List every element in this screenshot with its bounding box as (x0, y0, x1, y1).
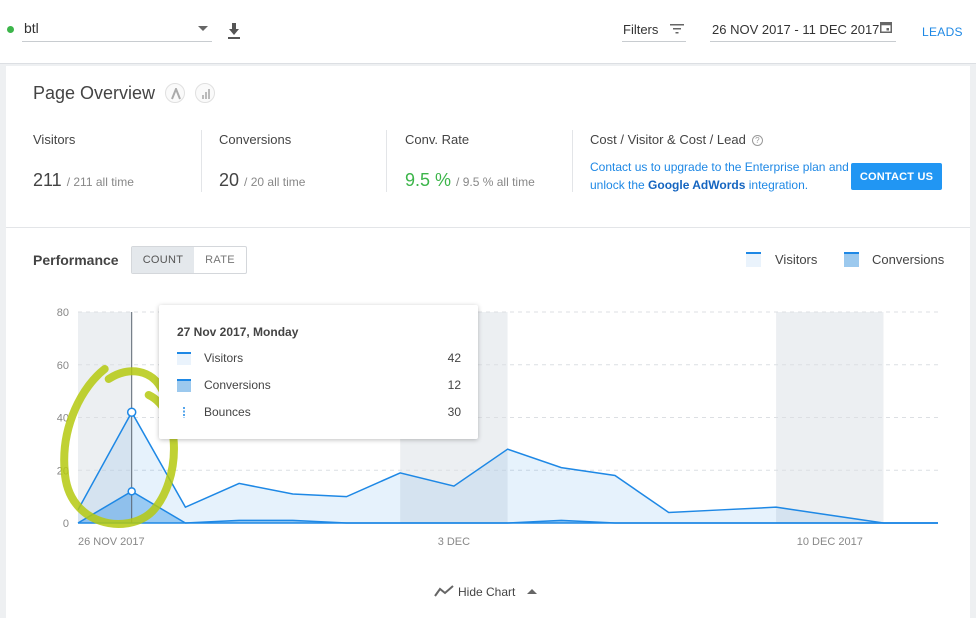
filters-button[interactable]: Filters (622, 16, 686, 42)
metric-conversions-label: Conversions (219, 132, 292, 147)
legend-visitors-swatch (746, 252, 761, 267)
tooltip-bounces-value: 30 (447, 405, 461, 419)
metric-conversions-value-row: 20 / 20 all time (219, 170, 305, 191)
section-divider (6, 227, 970, 228)
metric-visitors-value: 211 (33, 170, 62, 190)
tooltip-bounces-icon (183, 407, 185, 418)
chart-tooltip: 27 Nov 2017, Monday Visitors 42 Conversi… (159, 305, 478, 439)
metric-conv-rate-label: Conv. Rate (405, 132, 470, 147)
date-range-picker[interactable]: 26 NOV 2017 - 11 DEC 2017 (710, 16, 896, 42)
x-tick-label: 26 NOV 2017 (78, 536, 145, 548)
metric-conv-rate: Conv. Rate 9.5 % / 9.5 % all time (405, 132, 565, 190)
date-range-label: 26 NOV 2017 - 11 DEC 2017 (712, 22, 880, 37)
metric-visitors-sub: / 211 all time (66, 175, 134, 189)
tooltip-conversions-swatch (177, 379, 191, 392)
hide-chart-label: Hide Chart (458, 585, 516, 599)
toggle-count-button[interactable]: COUNT (132, 247, 194, 273)
legend-visitors-label[interactable]: Visitors (775, 252, 818, 267)
tooltip-bounces-label: Bounces (204, 405, 251, 419)
upgrade-message: Contact us to upgrade to the Enterprise … (590, 158, 850, 194)
tooltip-visitors-swatch (177, 352, 191, 365)
count-rate-toggle: COUNT RATE (131, 246, 247, 274)
metric-divider (386, 130, 387, 192)
metric-divider (572, 130, 573, 192)
download-icon[interactable] (226, 22, 242, 40)
legend-conversions-swatch (844, 252, 859, 267)
visitors-line (77, 410, 938, 524)
metric-conv-rate-value: 9.5 % (405, 170, 452, 190)
upgrade-text-bold: Google AdWords (648, 178, 746, 192)
caret-up-icon (527, 589, 537, 594)
contact-us-button[interactable]: CONTACT US (851, 163, 942, 190)
leads-link[interactable]: LEADS (922, 25, 963, 39)
x-tick-label: 3 DEC (438, 536, 470, 548)
analytics-icon[interactable] (195, 83, 215, 103)
metric-visitors-label: Visitors (33, 132, 76, 147)
y-tick-label: 80 (57, 307, 69, 319)
metric-conversions-sub: / 20 all time (244, 175, 306, 189)
visitors-highlight-point (126, 407, 137, 417)
filters-label: Filters (623, 22, 659, 37)
conversions-area (78, 491, 938, 523)
site-select-value: btl (24, 20, 39, 36)
metric-cost-label-row: Cost / Visitor & Cost / Lead? (590, 132, 850, 147)
metric-conversions: Conversions 20 / 20 all time (219, 132, 379, 190)
toggle-rate-button[interactable]: RATE (205, 254, 235, 266)
caret-down-icon (198, 26, 208, 31)
metric-cost: Cost / Visitor & Cost / Lead? Contact us… (590, 132, 850, 192)
tooltip-row-conversions: Conversions 12 (177, 378, 461, 394)
calendar-icon (880, 22, 892, 33)
tooltip-conversions-value: 12 (447, 378, 461, 392)
metric-conv-rate-sub: / 9.5 % all time (456, 175, 535, 189)
x-tick-label: 10 DEC 2017 (797, 536, 863, 548)
performance-title: Performance (33, 252, 119, 268)
tooltip-visitors-value: 42 (447, 351, 461, 365)
top-bar: btl Filters 26 NOV 2017 - 11 DEC 2017 LE… (0, 0, 976, 64)
adwords-icon[interactable] (165, 83, 185, 103)
tooltip-visitors-label: Visitors (204, 351, 244, 365)
metric-conversions-value: 20 (219, 170, 240, 190)
help-icon[interactable]: ? (751, 135, 763, 146)
metric-conv-rate-value-row: 9.5 % / 9.5 % all time (405, 170, 535, 191)
tooltip-row-visitors: Visitors 42 (177, 351, 461, 367)
site-status-dot (7, 26, 14, 33)
metric-visitors: Visitors 211 / 211 all time (33, 132, 193, 190)
page-overview-card: Page Overview Visitors 211 / 211 all tim… (6, 66, 970, 618)
y-tick-label: 40 (57, 413, 69, 425)
conversions-highlight-point (127, 487, 136, 496)
page-title: Page Overview (33, 83, 156, 103)
metric-visitors-value-row: 211 / 211 all time (33, 170, 134, 191)
trend-line-icon (434, 585, 454, 597)
tooltip-row-bounces: Bounces 30 (177, 405, 461, 421)
filter-icon (670, 24, 684, 34)
site-select[interactable]: btl (22, 16, 212, 42)
y-tick-label: 60 (57, 360, 69, 372)
tooltip-date: 27 Nov 2017, Monday (177, 325, 299, 339)
upgrade-text-2: integration. (745, 178, 809, 192)
visitors-area (78, 412, 938, 523)
upgrade-text-1: Contact us to upgrade to the Enterprise … (590, 160, 849, 192)
metric-cost-label: Cost / Visitor & Cost / Lead (590, 132, 746, 147)
legend-conversions-label[interactable]: Conversions (872, 252, 945, 267)
tooltip-conversions-label: Conversions (204, 378, 271, 392)
metric-divider (201, 130, 202, 192)
y-tick-label: 0 (63, 518, 69, 530)
